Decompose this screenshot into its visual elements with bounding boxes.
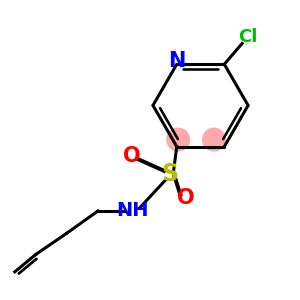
Text: S: S [161,162,178,186]
Text: Cl: Cl [238,28,258,46]
Text: O: O [177,188,194,208]
Text: O: O [123,146,141,166]
Circle shape [167,128,190,151]
Text: NH: NH [116,201,148,220]
Circle shape [202,128,225,151]
Text: N: N [168,51,185,71]
